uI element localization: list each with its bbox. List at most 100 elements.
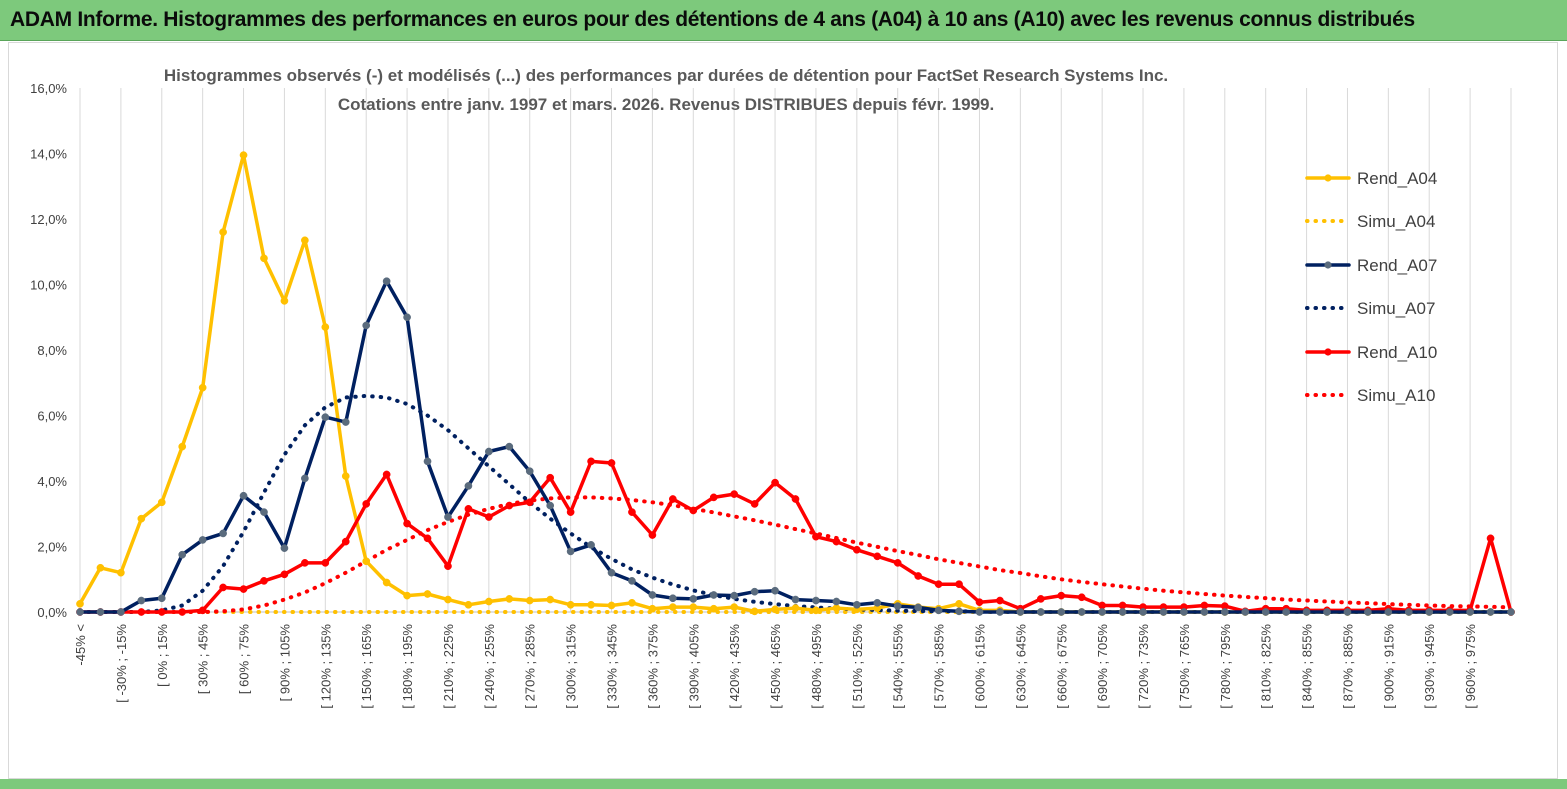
data-point-rend-a04 <box>832 604 841 612</box>
data-point-rend-a07 <box>117 608 125 616</box>
data-point-rend-a04 <box>362 557 371 566</box>
data-point-rend-a07 <box>157 594 166 603</box>
axis-layer: 0,0% 2,0% 4,0% 6,0% 8,0% 10,0% 12,0% 14,0% 16,0%… <box>30 81 1511 709</box>
data-point-rend-a10 <box>750 500 759 508</box>
data-point-rend-a07 <box>96 608 105 616</box>
data-point-rend-a04 <box>709 604 718 613</box>
data-point-rend-a10 <box>362 500 371 508</box>
data-point-rend-a07 <box>1200 608 1209 616</box>
x-tick-label: [ 630% ; 645% <box>1013 624 1028 709</box>
x-tick-label: [ 930% ; 945% <box>1422 624 1437 709</box>
x-tick-label: [ 240% ; 255% <box>482 624 497 709</box>
data-point-rend-a04 <box>505 595 514 603</box>
x-tick-label: [ 120% ; 135% <box>318 624 333 709</box>
data-point-rend-a07 <box>362 321 371 330</box>
data-point-rend-a04 <box>280 297 289 305</box>
data-point-rend-a07 <box>321 413 330 421</box>
data-point-rend-a07 <box>403 313 411 322</box>
data-point-rend-a10 <box>1200 601 1209 610</box>
data-point-rend-a04 <box>546 595 555 604</box>
data-point-rend-a10 <box>157 608 166 616</box>
data-point-rend-a04 <box>403 591 411 600</box>
data-point-rend-a07 <box>1016 608 1025 616</box>
data-point-rend-a07 <box>423 457 432 466</box>
data-point-rend-a07 <box>689 595 698 603</box>
data-point-rend-a10 <box>628 508 636 516</box>
x-tick-label: [ 30% ; 45% <box>196 624 211 695</box>
data-point-rend-a04 <box>566 600 575 609</box>
data-point-rend-a04 <box>178 442 187 451</box>
y-tick-label: 16,0% <box>30 81 67 96</box>
data-point-rend-a07 <box>76 608 84 616</box>
x-tick-label: [ 150% ; 165% <box>359 624 374 709</box>
x-tick-label: [ 330% ; 345% <box>605 624 620 709</box>
data-point-rend-a07 <box>1282 608 1290 616</box>
data-point-rend-a07 <box>934 606 943 615</box>
data-point-rend-a07 <box>1036 608 1045 616</box>
series-line-rend-a04 <box>78 153 1513 614</box>
data-point-rend-a07 <box>648 591 657 599</box>
y-tick-label: 0,0% <box>37 605 67 620</box>
x-tick-label: [ 900% ; 915% <box>1381 624 1396 709</box>
data-point-rend-a07 <box>771 586 779 595</box>
data-point-rend-a04 <box>341 472 350 480</box>
x-tick-label: [ 480% ; 495% <box>809 624 824 709</box>
data-point-rend-a07 <box>587 541 595 549</box>
data-point-rend-a10 <box>178 608 187 616</box>
data-point-rend-a04 <box>955 599 963 608</box>
data-point-rend-a04 <box>689 603 698 611</box>
data-point-rend-a04 <box>382 578 391 587</box>
data-point-rend-a10 <box>485 513 493 521</box>
x-tick-label: [ 450% ; 465% <box>768 624 783 709</box>
data-point-rend-a10 <box>403 519 411 528</box>
data-point-rend-a04 <box>791 604 800 612</box>
data-point-rend-a07 <box>873 598 882 607</box>
data-point-rend-a07 <box>219 529 227 538</box>
legend-marker-rend-a04 <box>1324 174 1332 182</box>
data-point-rend-a04 <box>157 498 166 507</box>
x-tick-label: [ 210% ; 225% <box>441 624 456 709</box>
data-point-rend-a10 <box>546 473 555 482</box>
data-point-rend-a10 <box>832 537 841 546</box>
data-point-rend-a07 <box>178 550 187 559</box>
series-line-simu-a07 <box>78 393 1513 614</box>
data-point-rend-a10 <box>382 470 391 479</box>
data-point-rend-a04 <box>444 595 452 604</box>
data-point-rend-a07 <box>975 608 984 616</box>
data-point-rend-a10 <box>893 559 902 567</box>
data-point-rend-a07 <box>1466 608 1474 616</box>
data-point-rend-a10 <box>812 532 820 541</box>
data-point-rend-a04 <box>812 606 820 615</box>
data-point-rend-a07 <box>1077 608 1086 616</box>
data-point-rend-a07 <box>546 501 555 510</box>
data-point-rend-a07 <box>485 447 493 456</box>
data-point-rend-a07 <box>1261 608 1270 616</box>
data-point-rend-a07 <box>1486 608 1495 616</box>
data-point-rend-a04 <box>198 383 207 392</box>
data-point-rend-a10 <box>771 478 779 487</box>
data-point-rend-a07 <box>750 587 759 596</box>
data-point-rend-a10 <box>852 545 861 554</box>
legend-label-simu-a10: Simu_A10 <box>1357 386 1435 405</box>
data-point-rend-a04 <box>76 599 84 608</box>
legend-marker-rend-a10 <box>1324 348 1332 356</box>
data-point-rend-a10 <box>505 501 514 510</box>
x-tick-label: [ 960% ; 975% <box>1463 624 1478 709</box>
legend: Rend_A04 Simu_A04 Rend_A07 Simu_A07 Rend_A10… <box>1305 169 1437 405</box>
series-line-rend-a10 <box>78 459 1513 614</box>
data-point-rend-a07 <box>709 591 718 599</box>
data-point-rend-a07 <box>1302 608 1311 616</box>
y-tick-label: 14,0% <box>30 147 67 162</box>
data-point-rend-a10 <box>198 606 207 615</box>
data-point-rend-a04 <box>321 323 330 331</box>
legend-label-rend-a04: Rend_A04 <box>1357 169 1437 188</box>
data-point-rend-a04 <box>137 514 146 523</box>
legend-label-simu-a04: Simu_A04 <box>1357 212 1435 231</box>
x-tick-label: [ 60% ; 75% <box>237 624 252 695</box>
data-point-rend-a10 <box>709 493 718 502</box>
data-point-rend-a07 <box>1220 608 1229 616</box>
title-banner: ADAM Informe. Histogrammes des performan… <box>0 0 1567 41</box>
x-tick-label: [ 810% ; 825% <box>1259 624 1274 709</box>
data-point-rend-a07 <box>1384 608 1393 616</box>
bottom-strip <box>0 779 1567 789</box>
